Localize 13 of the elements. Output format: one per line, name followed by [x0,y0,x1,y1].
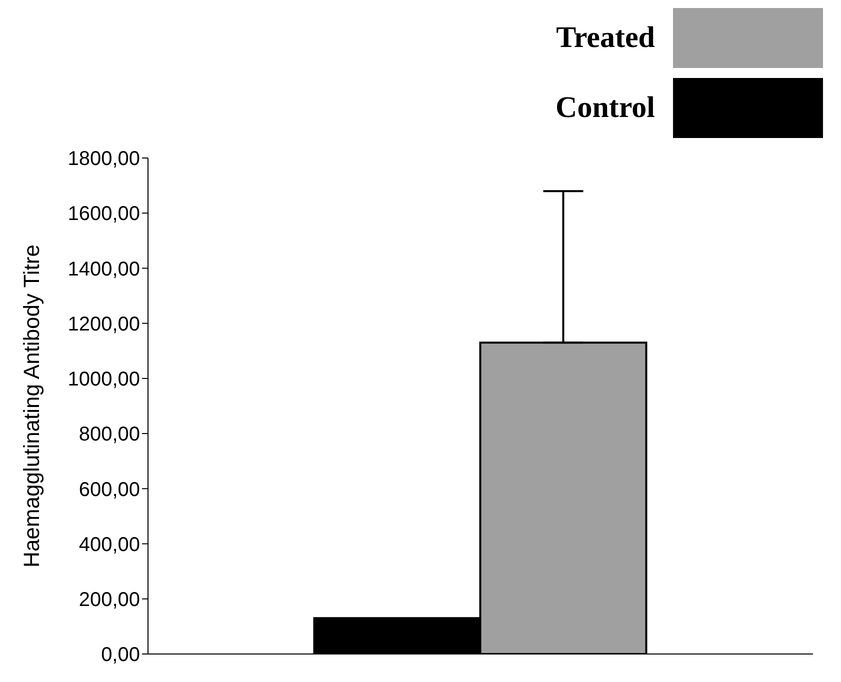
y-tick-label: 200,00 [78,588,140,611]
y-tick-label: 1800,00 [68,148,140,170]
legend-label: Treated [556,21,655,55]
y-tick-label: 0,00 [101,644,140,666]
y-tick-label: 400,00 [78,534,140,556]
y-tick-label: 1400,00 [68,258,140,280]
y-tick-label: 800,00 [78,424,140,446]
y-tick-label: 1200,00 [68,313,140,336]
y-axis-title: Haemagglutinating Antibody Titre [18,244,44,568]
y-tick-label: 1600,00 [68,203,140,226]
y-tick-label: 1000,00 [68,368,140,391]
legend-label: Control [556,91,655,125]
y-tick-label: 600,00 [78,478,140,501]
